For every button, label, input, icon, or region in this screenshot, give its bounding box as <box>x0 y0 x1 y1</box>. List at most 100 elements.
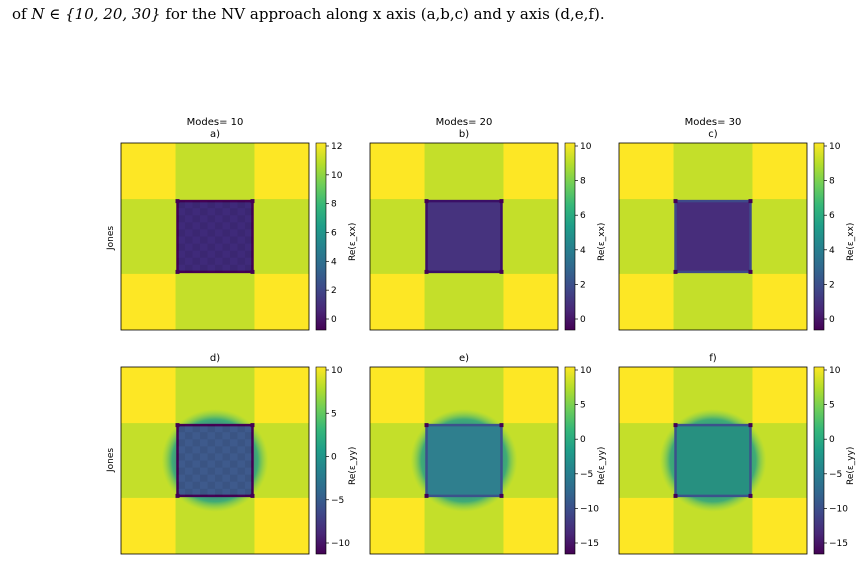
plot-frame <box>369 366 559 555</box>
core-cell <box>237 439 245 447</box>
core-corner <box>748 199 753 204</box>
core-cell <box>200 236 208 244</box>
panel-letter-f: f) <box>709 353 717 364</box>
core-cell <box>192 439 201 447</box>
core-cell <box>229 236 238 244</box>
colorbar-tick-label: 4 <box>331 257 337 267</box>
core-cell <box>185 222 193 230</box>
core-cell <box>222 243 230 251</box>
panel-letter-b: b) <box>458 129 470 140</box>
core-cell <box>177 257 186 265</box>
core-corner <box>748 423 753 428</box>
core-cell <box>177 229 186 237</box>
core-cell <box>185 236 193 244</box>
core-cell <box>207 201 215 209</box>
core-cell <box>237 229 245 237</box>
core-cell <box>185 446 193 454</box>
core-cell <box>244 474 253 482</box>
colorbar-tick-label: 0 <box>829 315 835 325</box>
core-cell <box>200 222 208 230</box>
core-cell <box>244 222 253 230</box>
colorbar-tick-label: 5 <box>580 401 586 411</box>
core-cell <box>200 208 208 216</box>
core-cell <box>200 446 208 454</box>
core-corner <box>673 199 678 204</box>
colorbar-tick-label: 2 <box>580 280 586 290</box>
plot-frame <box>369 142 559 331</box>
core-cell <box>207 453 215 461</box>
core-cell <box>237 201 245 209</box>
core-cell <box>222 201 230 209</box>
core-corner <box>424 423 429 428</box>
core-cell <box>237 425 245 433</box>
colorbar-c <box>813 142 825 331</box>
core-square <box>674 423 752 498</box>
core-cell <box>177 453 186 461</box>
figure-caption: of N ∈ {10, 20, 30} for the NV approach … <box>12 4 862 24</box>
colorbar-tick-label: 2 <box>829 280 835 290</box>
core-cell <box>244 460 253 468</box>
core-corner <box>673 493 678 498</box>
core-cell <box>177 481 186 489</box>
core-cell <box>207 467 215 475</box>
plot-frame <box>618 366 808 555</box>
colorbar-tick-label: −5 <box>580 470 593 480</box>
core-cell <box>207 243 215 251</box>
colorbar-tick-label: 0 <box>331 315 337 325</box>
colorbar-tick-label: 10 <box>829 366 841 376</box>
core-cell <box>222 257 230 265</box>
colorbar-tick-label: −10 <box>331 539 350 549</box>
colorbar-tick-label: 6 <box>580 211 586 221</box>
core-corner <box>250 423 255 428</box>
core-cell <box>229 432 238 440</box>
core-cell <box>215 488 223 496</box>
core-cell <box>207 229 215 237</box>
core-cell <box>185 432 193 440</box>
core-corner <box>250 269 255 274</box>
colorbar-label-f: Re(ε_yy) <box>846 446 856 485</box>
core-square <box>176 423 254 498</box>
colorbar-tick-label: 10 <box>829 142 841 152</box>
colorbar-tick-label: −5 <box>829 470 842 480</box>
core-corner <box>499 493 504 498</box>
core-corner <box>499 269 504 274</box>
colorbar-tick-label: 10 <box>580 142 592 152</box>
core-cell <box>222 229 230 237</box>
colorbar-tick-label: −15 <box>829 539 848 549</box>
core-cell <box>192 257 201 265</box>
core-cell <box>207 425 215 433</box>
core-corner <box>175 423 180 428</box>
core-cell <box>237 453 245 461</box>
core-cell <box>207 257 215 265</box>
core-cell <box>192 481 201 489</box>
core-cell <box>222 425 230 433</box>
core-cell <box>185 264 193 272</box>
core-cell <box>207 481 215 489</box>
core-corner <box>499 423 504 428</box>
core-cell <box>244 250 253 258</box>
colorbar-tick-label: 8 <box>331 200 337 210</box>
colorbar-tick-label: −10 <box>580 504 599 514</box>
core-corner <box>175 269 180 274</box>
core-cell <box>215 460 223 468</box>
core-cell <box>244 446 253 454</box>
colorbar-f <box>813 366 825 555</box>
core-cell <box>237 243 245 251</box>
panel-letter-d: d) <box>209 353 221 364</box>
colorbar-tick-label: 2 <box>331 286 337 296</box>
core-cell <box>200 250 208 258</box>
core-cell <box>244 236 253 244</box>
colorbar-tick-label: 5 <box>331 409 337 419</box>
colorbar-tick-label: 0 <box>580 435 586 445</box>
core-cell <box>192 201 201 209</box>
core-cell <box>200 460 208 468</box>
colorbar-tick-label: −15 <box>580 539 599 549</box>
core-cell <box>229 446 238 454</box>
core-cell <box>185 488 193 496</box>
core-cell <box>185 208 193 216</box>
